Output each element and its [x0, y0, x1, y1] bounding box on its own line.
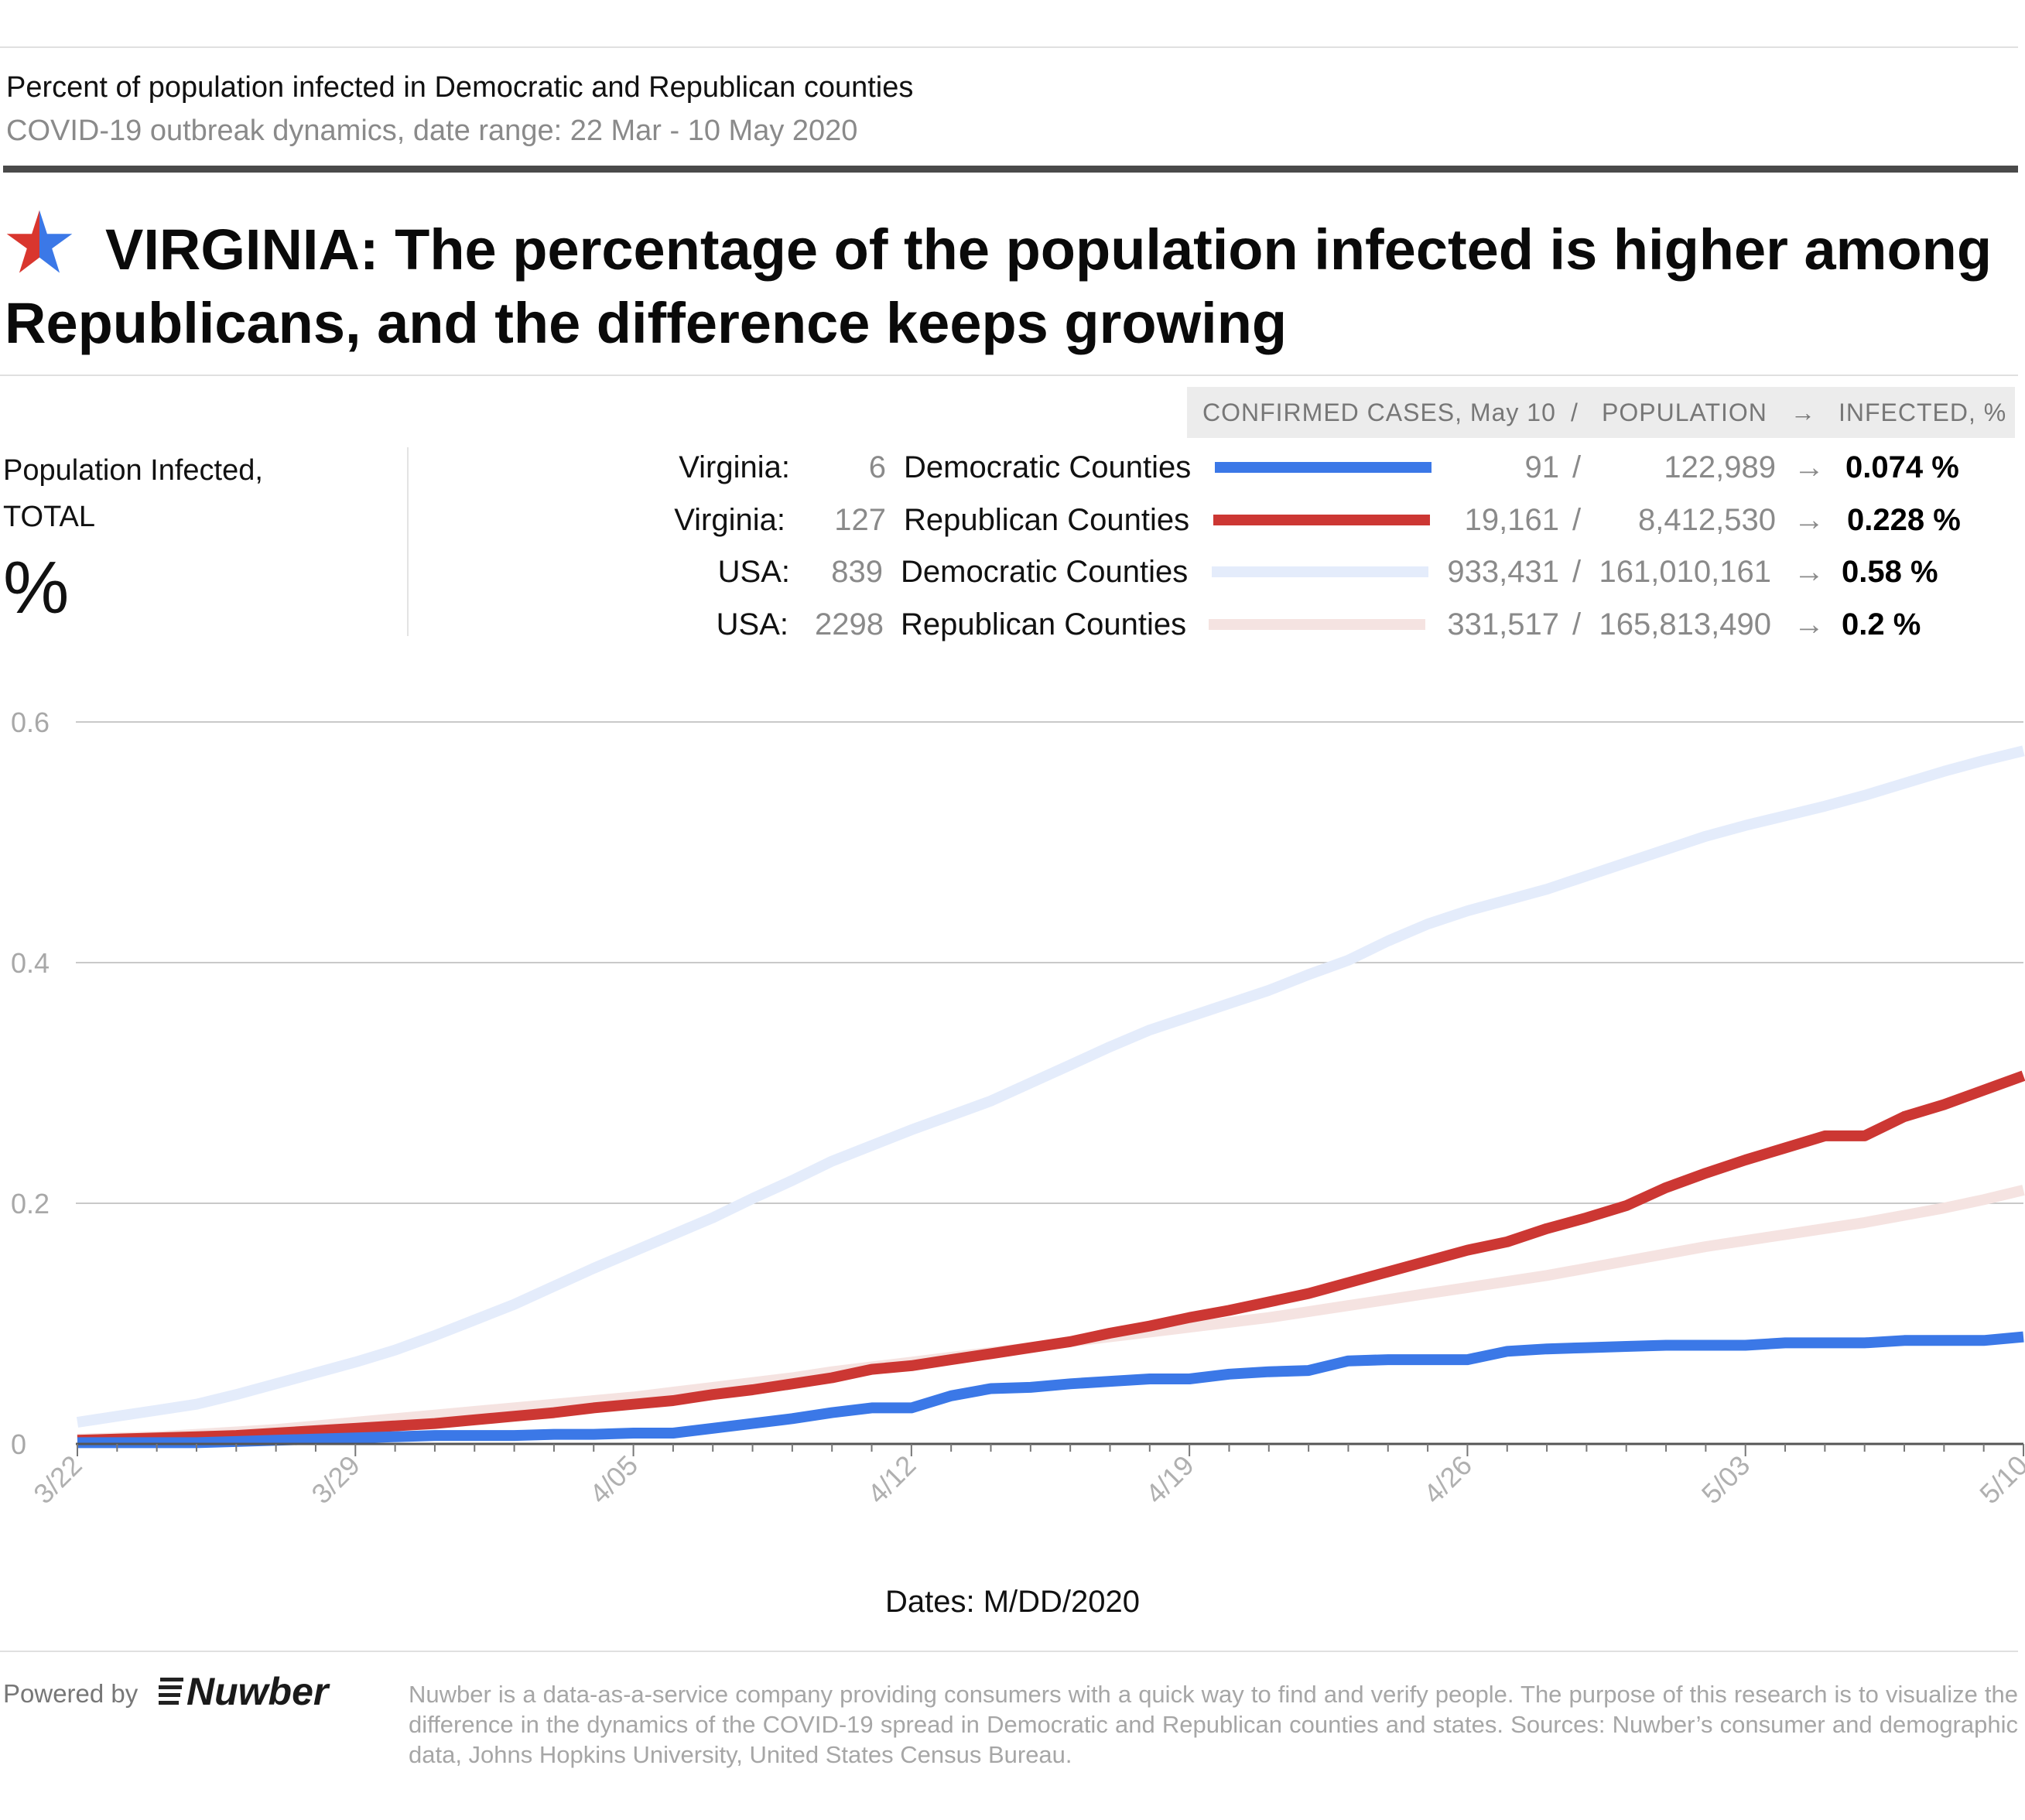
legend-header-arrow: → — [1791, 399, 1816, 426]
powered-by: Powered by — [3, 1679, 139, 1708]
legend-cases: 331,517 — [1447, 607, 1559, 641]
legend-count: 2298 — [815, 607, 884, 641]
header-rule — [3, 166, 2018, 173]
nuwber-logo: Nuwber — [159, 1670, 330, 1713]
legend-swatch — [1215, 462, 1432, 473]
legend-count: 6 — [868, 450, 886, 484]
legend-group: Republican Counties — [901, 607, 1187, 641]
legend-sep: / — [1572, 450, 1582, 484]
x-tick-label: 4/05 — [583, 1449, 645, 1510]
star-icon — [6, 210, 73, 273]
legend-sep: / — [1572, 555, 1582, 589]
legend-population: 165,813,490 — [1599, 607, 1771, 641]
y-tick-label: 0.4 — [11, 947, 50, 979]
legend-arrow: → — [1794, 607, 1825, 641]
metric-label-line2: TOTAL — [3, 501, 95, 533]
legend-divider — [407, 447, 409, 636]
legend-group: Democratic Counties — [901, 555, 1189, 589]
top-rule — [0, 46, 2018, 48]
legend-count: 127 — [834, 503, 886, 537]
legend-header-population: POPULATION — [1602, 399, 1767, 426]
legend-infected: 0.2 % — [1842, 607, 1921, 641]
series-line — [77, 1331, 2024, 1449]
legend-cases: 91 — [1524, 450, 1560, 484]
series-line — [77, 1185, 2025, 1445]
legend-region: USA: — [716, 607, 788, 641]
legend-cases: 933,431 — [1447, 555, 1559, 589]
headline-text: VIRGINIA: The percentage of the populati… — [5, 217, 1993, 355]
footer-rule — [0, 1651, 2018, 1652]
series-line — [77, 1070, 2025, 1446]
series-lines — [76, 745, 2025, 1449]
x-tick-label: 3/22 — [27, 1449, 88, 1510]
svg-text:Nuwber: Nuwber — [186, 1670, 330, 1713]
line-chart: 0 0.2 0.4 0.6 3/22 3/29 4/05 4/12 4/19 4/26 5/03 5… — [11, 706, 2025, 1510]
legend-swatch — [1212, 566, 1428, 577]
x-axis: 3/22 3/29 4/05 4/12 4/19 4/26 5/03 5/10 — [27, 1442, 2025, 1510]
series-line — [76, 745, 2025, 1428]
legend-infected: 0.074 % — [1845, 450, 1959, 484]
legend-row: Virginia: 127 Republican Counties 19,161… — [0, 497, 2025, 543]
logo-stripes-icon — [159, 1678, 183, 1705]
metric-unit: % — [3, 546, 70, 629]
footnote: Nuwber is a data-as-a-service company pr… — [409, 1681, 2018, 1768]
legend-group: Democratic Counties — [904, 450, 1192, 484]
y-tick-label: 0.2 — [11, 1188, 50, 1220]
legend-sep: / — [1572, 503, 1582, 537]
legend-swatch — [1213, 515, 1430, 525]
legend-header-slash: / — [1571, 399, 1579, 426]
legend-group: Republican Counties — [904, 503, 1190, 537]
x-tick-label: 4/26 — [1418, 1449, 1479, 1510]
headline-rule — [0, 375, 2018, 376]
legend-sep: / — [1572, 607, 1582, 641]
x-tick-label: 5/03 — [1695, 1449, 1756, 1510]
metric-label-line1: Population Infected, — [3, 454, 263, 487]
legend-swatch — [1209, 619, 1425, 630]
y-tick-label: 0 — [11, 1428, 26, 1460]
x-tick-label: 4/19 — [1139, 1449, 1200, 1510]
legend-header-cases: CONFIRMED CASES, May 10 — [1202, 399, 1556, 426]
legend-count: 839 — [831, 555, 883, 589]
legend-row: USA: 839 Democratic Counties 933,431 / 1… — [0, 549, 2025, 595]
x-axis-label: Dates: M/DD/2020 — [884, 1585, 1141, 1619]
chart-subtitle: COVID-19 outbreak dynamics, date range: … — [6, 115, 858, 147]
x-tick-label: 3/29 — [305, 1449, 366, 1510]
legend-header: CONFIRMED CASES, May 10 / POPULATION → I… — [1187, 387, 2015, 438]
legend-population: 8,412,530 — [1638, 503, 1776, 537]
legend-region: USA: — [717, 555, 790, 589]
chart-kicker: Percent of population infected in Democr… — [6, 71, 914, 104]
legend-population: 161,010,161 — [1599, 555, 1771, 589]
legend-header-infected: INFECTED, % — [1839, 399, 2007, 426]
legend-infected: 0.228 % — [1847, 503, 1961, 537]
x-tick-label: 4/12 — [861, 1449, 922, 1510]
headline-block: VIRGINIA: The percentage of the populati… — [5, 207, 2016, 360]
legend-arrow: → — [1794, 450, 1825, 484]
x-tick-label: 5/10 — [1973, 1449, 2025, 1510]
legend-region: Virginia: — [679, 450, 790, 484]
legend-row: Virginia: 6 Democratic Counties 91 / 122… — [0, 444, 2025, 491]
legend-infected: 0.58 % — [1842, 555, 1938, 589]
legend-arrow: → — [1794, 503, 1825, 537]
headline: VIRGINIA: The percentage of the populati… — [5, 207, 2016, 360]
legend-row: USA: 2298 Republican Counties 331,517 / … — [0, 601, 2025, 648]
metric-label: Population Infected, TOTAL — [3, 447, 263, 540]
grid: 0 0.2 0.4 0.6 — [11, 706, 2023, 1460]
y-tick-label: 0.6 — [11, 706, 50, 738]
legend-arrow: → — [1794, 555, 1825, 589]
legend-region: Virginia: — [674, 503, 785, 537]
legend-population: 122,989 — [1664, 450, 1776, 484]
legend-cases: 19,161 — [1464, 503, 1559, 537]
